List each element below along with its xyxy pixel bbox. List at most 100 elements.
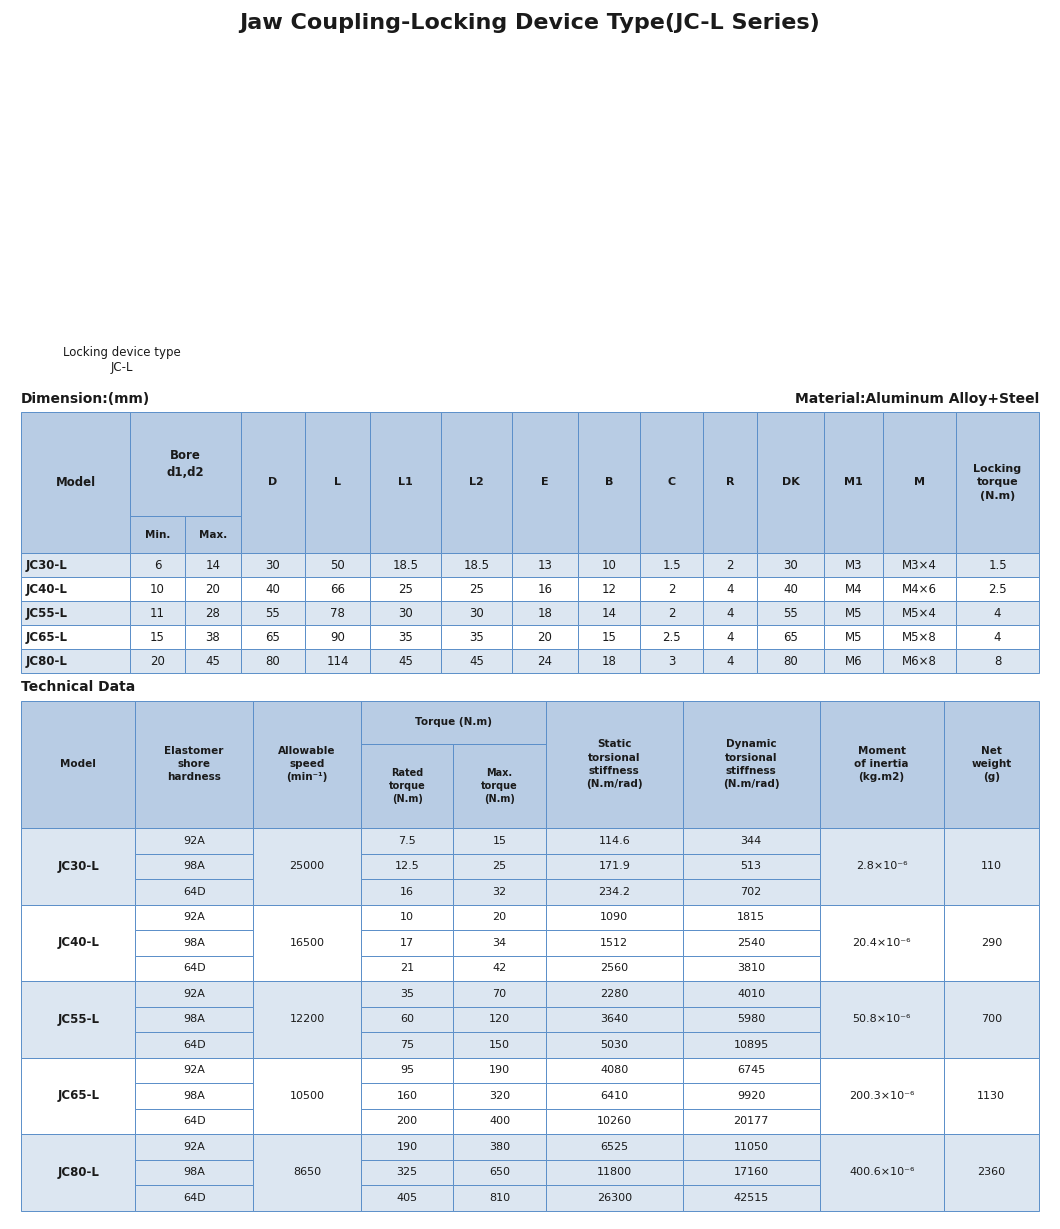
Text: 18: 18 <box>602 655 617 667</box>
Text: 98A: 98A <box>183 862 206 871</box>
Bar <box>825 553 883 578</box>
Text: 4080: 4080 <box>600 1066 629 1075</box>
Bar <box>546 1032 683 1057</box>
Text: Locking device type
JC-L: Locking device type JC-L <box>63 347 181 375</box>
Bar <box>136 828 253 853</box>
Bar <box>512 626 578 649</box>
Text: JC55-L: JC55-L <box>25 607 67 619</box>
Text: 15: 15 <box>493 836 507 846</box>
Text: 65: 65 <box>265 630 281 644</box>
Bar <box>454 828 546 853</box>
Bar <box>819 905 943 981</box>
Bar <box>360 930 454 956</box>
Bar <box>512 578 578 601</box>
Bar <box>883 626 956 649</box>
Bar <box>578 553 640 578</box>
Text: Net
weight
(g): Net weight (g) <box>971 746 1011 783</box>
Text: 20: 20 <box>206 583 220 596</box>
Bar <box>578 412 640 553</box>
Text: 11800: 11800 <box>597 1168 632 1177</box>
Text: 2280: 2280 <box>600 989 629 999</box>
Bar <box>757 626 825 649</box>
Text: 26300: 26300 <box>597 1193 632 1203</box>
Bar <box>186 553 241 578</box>
Bar <box>825 649 883 673</box>
Text: 45: 45 <box>469 655 483 667</box>
Bar <box>441 601 512 626</box>
Text: 1815: 1815 <box>737 912 765 922</box>
Text: 200: 200 <box>396 1116 418 1126</box>
Bar <box>943 1057 1039 1134</box>
Text: 35: 35 <box>469 630 483 644</box>
Text: 234.2: 234.2 <box>598 887 631 897</box>
Text: 92A: 92A <box>183 836 206 846</box>
Bar <box>703 626 757 649</box>
Text: M5: M5 <box>845 630 863 644</box>
Bar <box>883 578 956 601</box>
Text: M5: M5 <box>845 607 863 619</box>
Text: 92A: 92A <box>183 1066 206 1075</box>
Text: 16: 16 <box>537 583 552 596</box>
Bar <box>578 626 640 649</box>
Bar <box>757 578 825 601</box>
Text: 18.5: 18.5 <box>463 559 490 571</box>
Text: L: L <box>334 477 341 488</box>
Bar <box>825 601 883 626</box>
Bar <box>883 553 956 578</box>
Bar <box>186 601 241 626</box>
Text: DK: DK <box>781 477 799 488</box>
Bar <box>546 905 683 930</box>
Bar <box>21 578 129 601</box>
Text: 810: 810 <box>489 1193 510 1203</box>
Bar <box>136 905 253 930</box>
Text: 38: 38 <box>206 630 220 644</box>
Bar <box>360 1083 454 1109</box>
Bar <box>825 626 883 649</box>
Bar <box>683 828 819 853</box>
Bar <box>956 601 1039 626</box>
Text: L1: L1 <box>399 477 413 488</box>
Text: Min.: Min. <box>145 530 170 540</box>
Bar <box>943 701 1039 828</box>
Text: 64D: 64D <box>183 1193 206 1203</box>
Bar <box>757 412 825 553</box>
Bar <box>136 1160 253 1185</box>
Bar <box>360 1057 454 1083</box>
Text: 10895: 10895 <box>734 1040 768 1050</box>
Bar <box>136 879 253 905</box>
Bar <box>454 1083 546 1109</box>
Bar <box>454 1057 546 1083</box>
Bar <box>441 626 512 649</box>
Text: 650: 650 <box>489 1168 510 1177</box>
Text: M5×8: M5×8 <box>902 630 937 644</box>
Bar <box>683 956 819 981</box>
Bar <box>360 1007 454 1032</box>
Bar <box>825 578 883 601</box>
Bar <box>360 1185 454 1211</box>
Bar <box>546 879 683 905</box>
Text: 40: 40 <box>783 583 798 596</box>
Bar <box>640 626 703 649</box>
Bar <box>546 1057 683 1083</box>
Text: 10: 10 <box>602 559 617 571</box>
Bar <box>129 578 186 601</box>
Text: 405: 405 <box>396 1193 418 1203</box>
Text: 6745: 6745 <box>737 1066 765 1075</box>
Text: 10: 10 <box>149 583 164 596</box>
Text: M4: M4 <box>845 583 863 596</box>
Text: JC80-L: JC80-L <box>25 655 67 667</box>
Text: Technical Data: Technical Data <box>21 680 136 694</box>
Text: 1.5: 1.5 <box>988 559 1007 571</box>
Text: 2.8×10⁻⁶: 2.8×10⁻⁶ <box>855 862 907 871</box>
Bar <box>21 905 136 981</box>
Text: 2.5: 2.5 <box>988 583 1007 596</box>
Text: 344: 344 <box>741 836 762 846</box>
Bar <box>21 626 129 649</box>
Bar <box>546 956 683 981</box>
Text: 3810: 3810 <box>737 964 765 973</box>
Text: 21: 21 <box>400 964 414 973</box>
Text: 4010: 4010 <box>737 989 765 999</box>
Bar <box>253 905 360 981</box>
Text: Jaw Coupling-Locking Device Type(JC-L Series): Jaw Coupling-Locking Device Type(JC-L Se… <box>240 14 820 33</box>
Text: 1512: 1512 <box>600 938 629 948</box>
